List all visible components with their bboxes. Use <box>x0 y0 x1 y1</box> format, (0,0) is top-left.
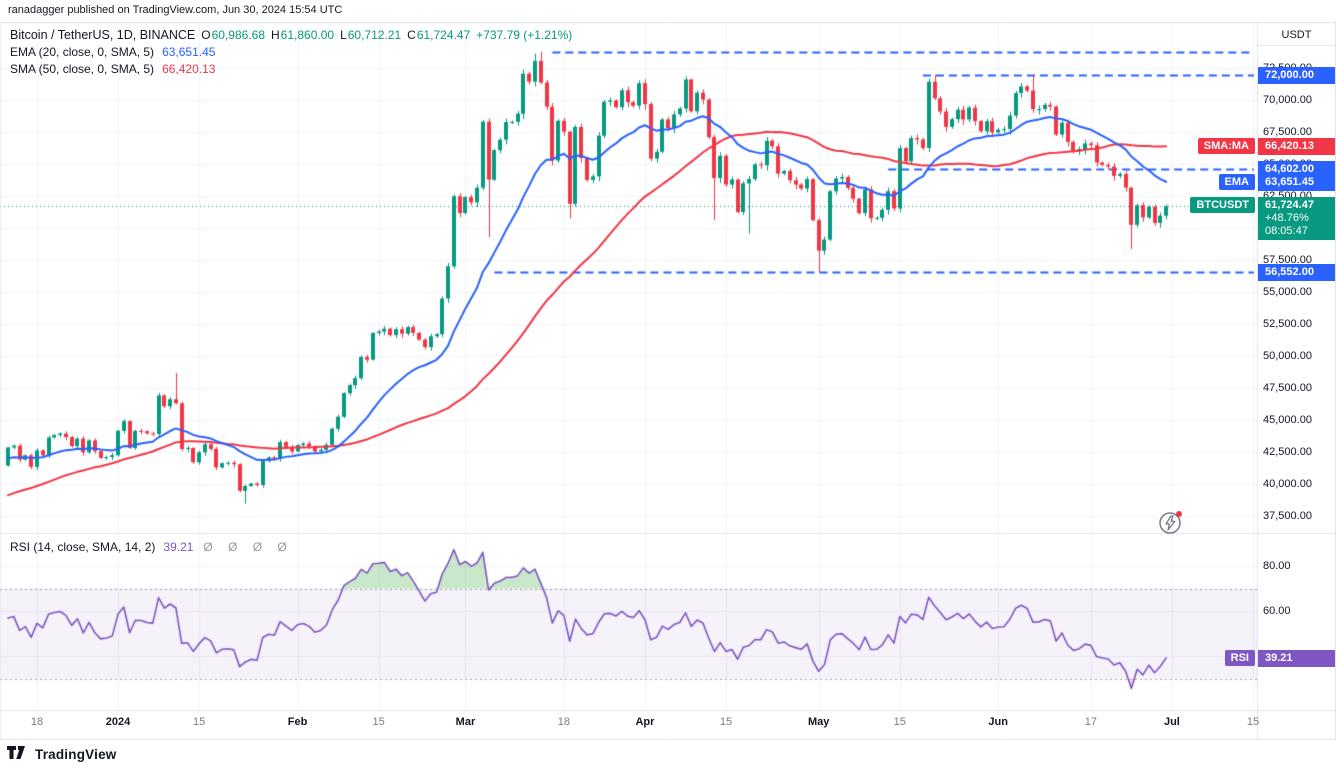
ohlc-value: 61,724.47 <box>416 28 471 42</box>
ohlc-prefix: O <box>201 28 211 42</box>
change-value: +737.79 (+1.21%) <box>476 28 573 42</box>
ohlc-values: O60,986.68 H61,860.00 L60,712.21 C61,724.47 <box>195 28 470 42</box>
ohlc-prefix: C <box>407 28 416 42</box>
ohlc-value: 61,860.00 <box>280 28 335 42</box>
ohlc-value: 60,986.68 <box>211 28 265 42</box>
rsi-label[interactable]: RSI (14, close, SMA, 14, 2) <box>10 540 156 554</box>
ema-value: 63,651.45 <box>162 45 216 59</box>
chart-canvas[interactable] <box>0 22 1336 740</box>
rsi-placeholder-values: Ø Ø Ø Ø <box>203 540 293 554</box>
tradingview-logo-icon[interactable] <box>7 745 29 764</box>
ohlc-prefix: L <box>340 28 347 42</box>
ohlc-value: 60,712.21 <box>347 28 402 42</box>
chart-legend: Bitcoin / TetherUS, 1D, BINANCE O60,986.6… <box>10 27 572 78</box>
tradingview-logo-text[interactable]: TradingView <box>35 747 117 762</box>
ohlc-prefix: H <box>271 28 280 42</box>
symbol-title[interactable]: Bitcoin / TetherUS, 1D, BINANCE <box>10 28 196 42</box>
sma-legend-row: SMA (50, close, 0, SMA, 5) 66,420.13 <box>10 61 572 78</box>
attribution-text: ranadagger published on TradingView.com,… <box>8 4 343 16</box>
sma-label[interactable]: SMA (50, close, 0, SMA, 5) <box>10 62 155 76</box>
tradingview-footer: TradingView <box>7 745 116 764</box>
price-axis-unit[interactable]: USDT <box>1281 29 1312 41</box>
sma-value: 66,420.13 <box>162 62 216 76</box>
rsi-value: 39.21 <box>163 540 194 554</box>
symbol-legend-row: Bitcoin / TetherUS, 1D, BINANCE O60,986.6… <box>10 27 572 44</box>
ema-legend-row: EMA (20, close, 0, SMA, 5) 63,651.45 <box>10 44 572 61</box>
ema-label[interactable]: EMA (20, close, 0, SMA, 5) <box>10 45 155 59</box>
rsi-legend-row: RSI (14, close, SMA, 14, 2) 39.21 Ø Ø Ø Ø <box>10 540 293 554</box>
lightning-icon[interactable] <box>1157 508 1185 536</box>
